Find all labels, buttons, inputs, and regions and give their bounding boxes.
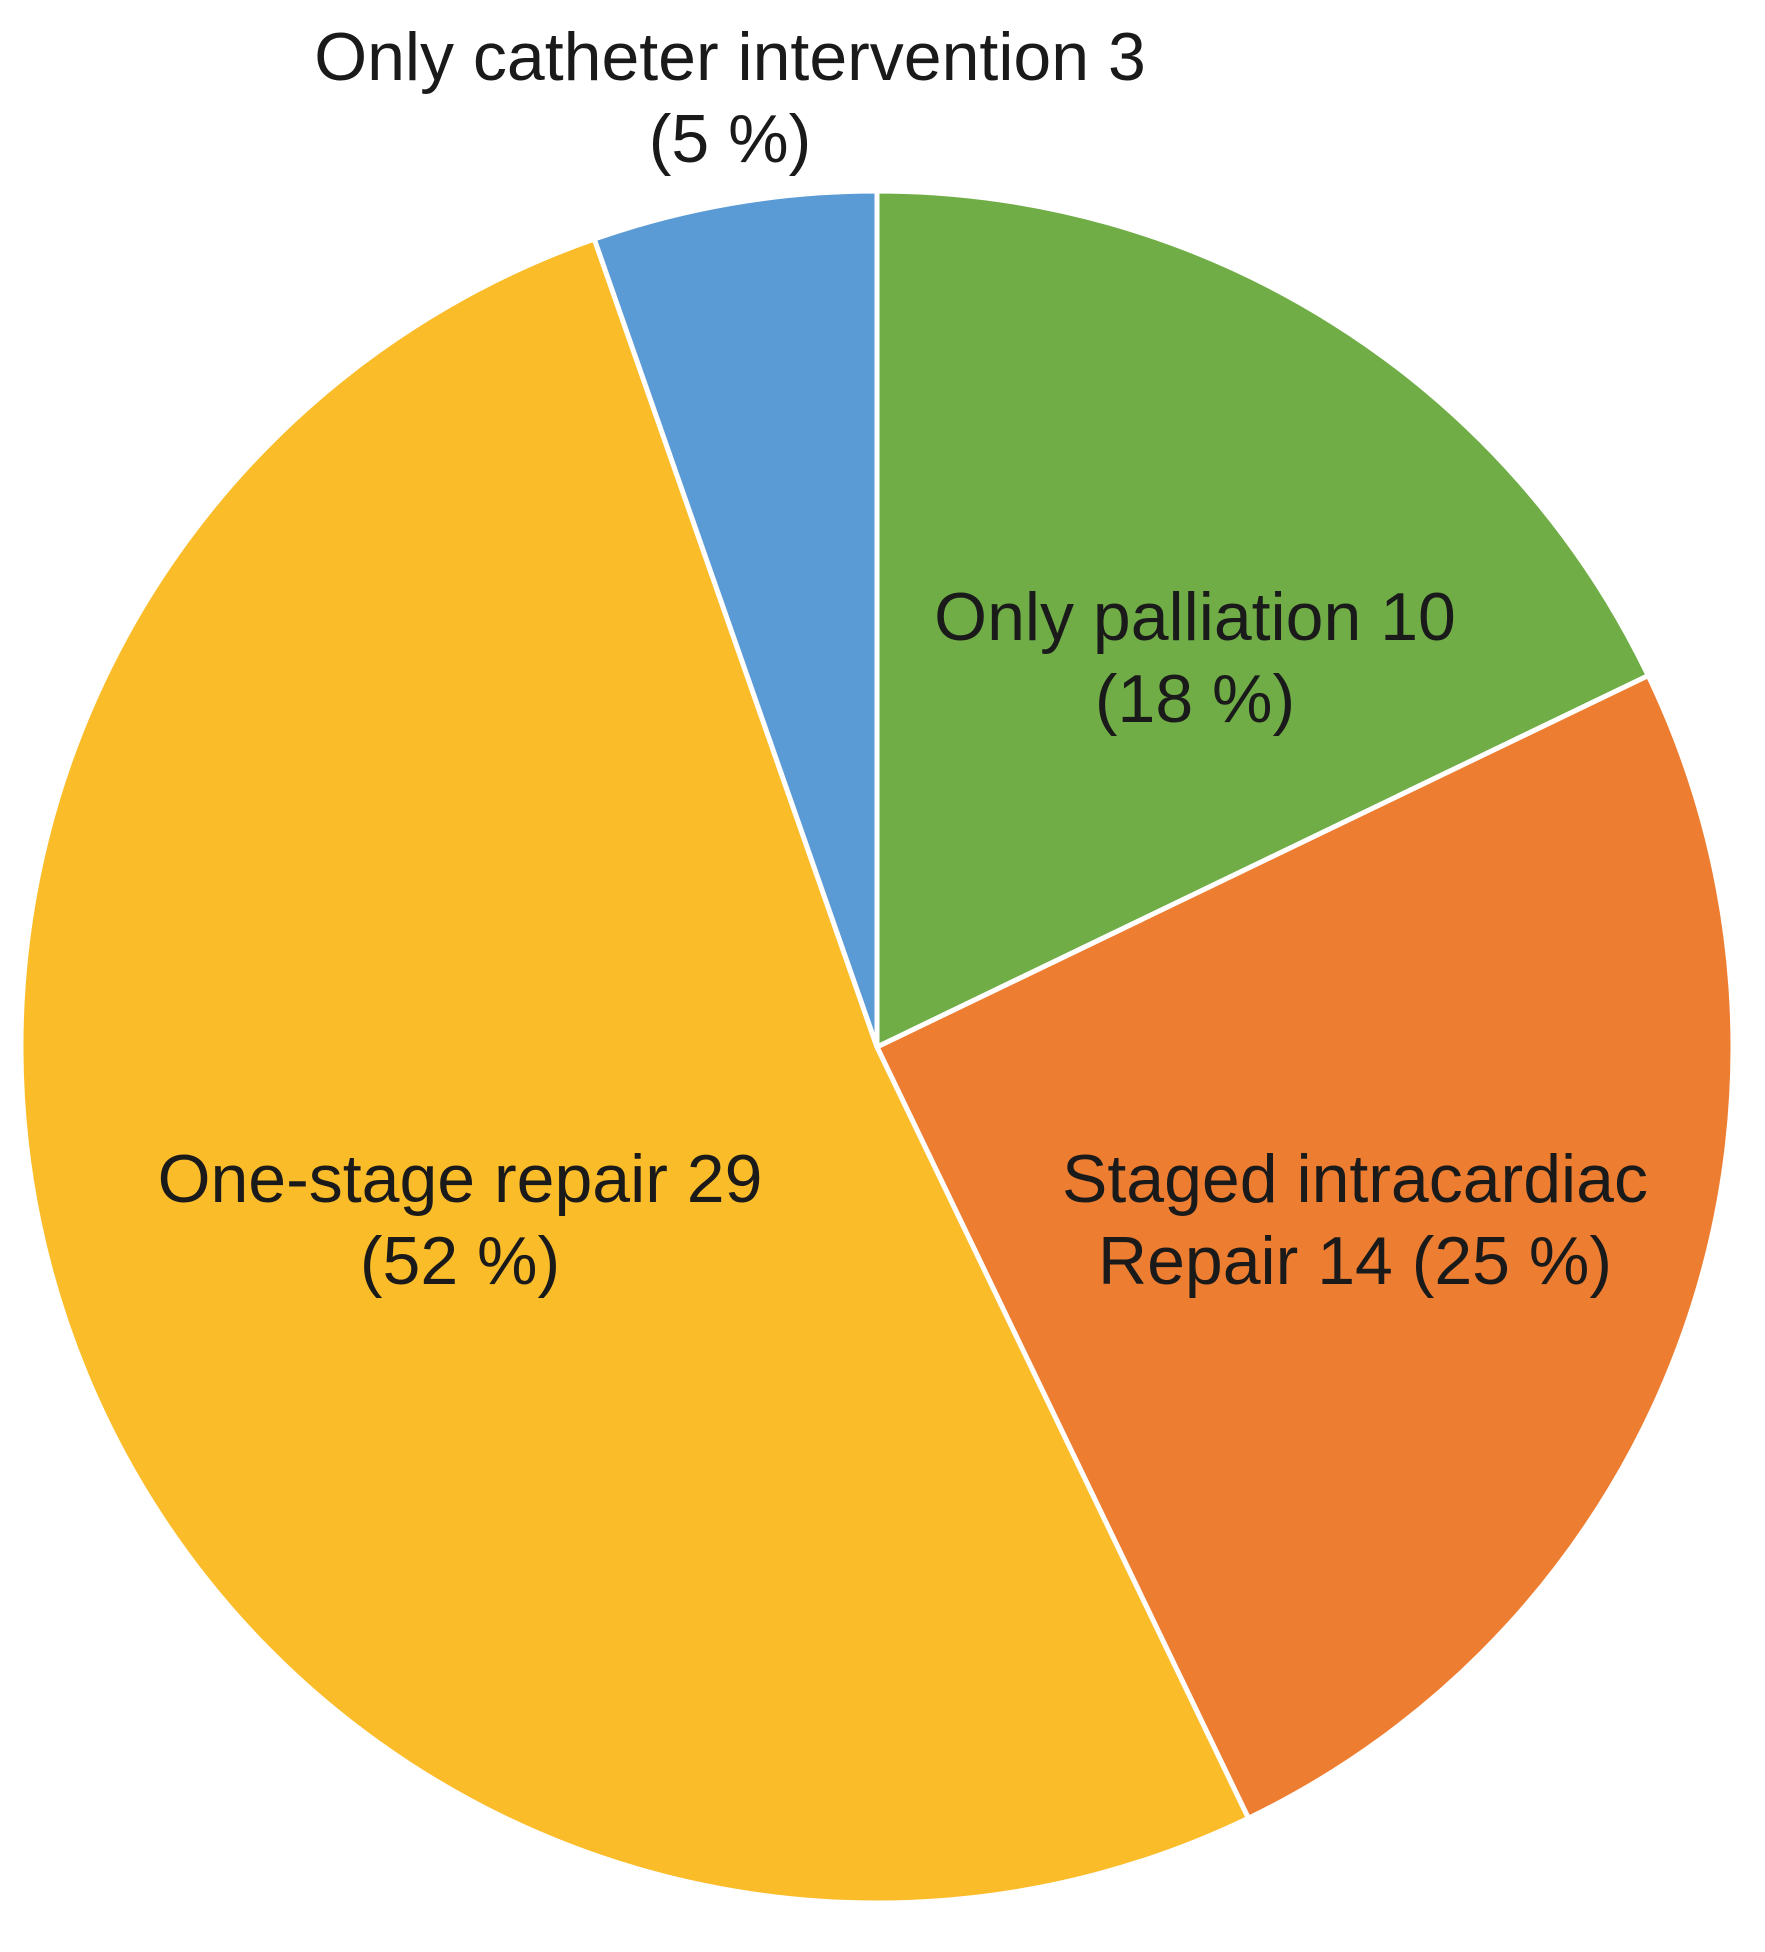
pie-label-line: (18 %) (1095, 661, 1295, 737)
pie-label-only-palliation: Only palliation 10 (18 %) (934, 579, 1456, 737)
pie-label-line: Repair 14 (25 %) (1098, 1223, 1612, 1299)
pie-label-line: Only palliation 10 (934, 579, 1456, 655)
pie-label-line: Staged intracardiac (1062, 1141, 1648, 1217)
pie-label-staged-intracardiac-repair: Staged intracardiac Repair 14 (25 %) (1062, 1141, 1648, 1299)
pie-slice-one-stage-repair (18, 236, 1251, 1906)
pie-slice-only-catheter-intervention (591, 188, 880, 1050)
pie-label-line: (52 %) (360, 1223, 560, 1299)
pie-label-line: Only catheter intervention 3 (314, 19, 1146, 95)
pie-slice-only-palliation (874, 188, 1651, 1050)
pie-label-line: One-stage repair 29 (158, 1141, 763, 1217)
pie-slice-staged-intracardiac-repair (874, 673, 1736, 1821)
pie-labels: Only palliation 10 (18 %) Staged intracard… (158, 19, 1648, 1299)
pie-label-line: (5 %) (649, 101, 811, 177)
pie-label-one-stage-repair: One-stage repair 29 (52 %) (158, 1141, 763, 1299)
pie-label-only-catheter-intervention: Only catheter intervention 3 (5 %) (314, 19, 1146, 177)
pie-slices (18, 188, 1736, 1906)
